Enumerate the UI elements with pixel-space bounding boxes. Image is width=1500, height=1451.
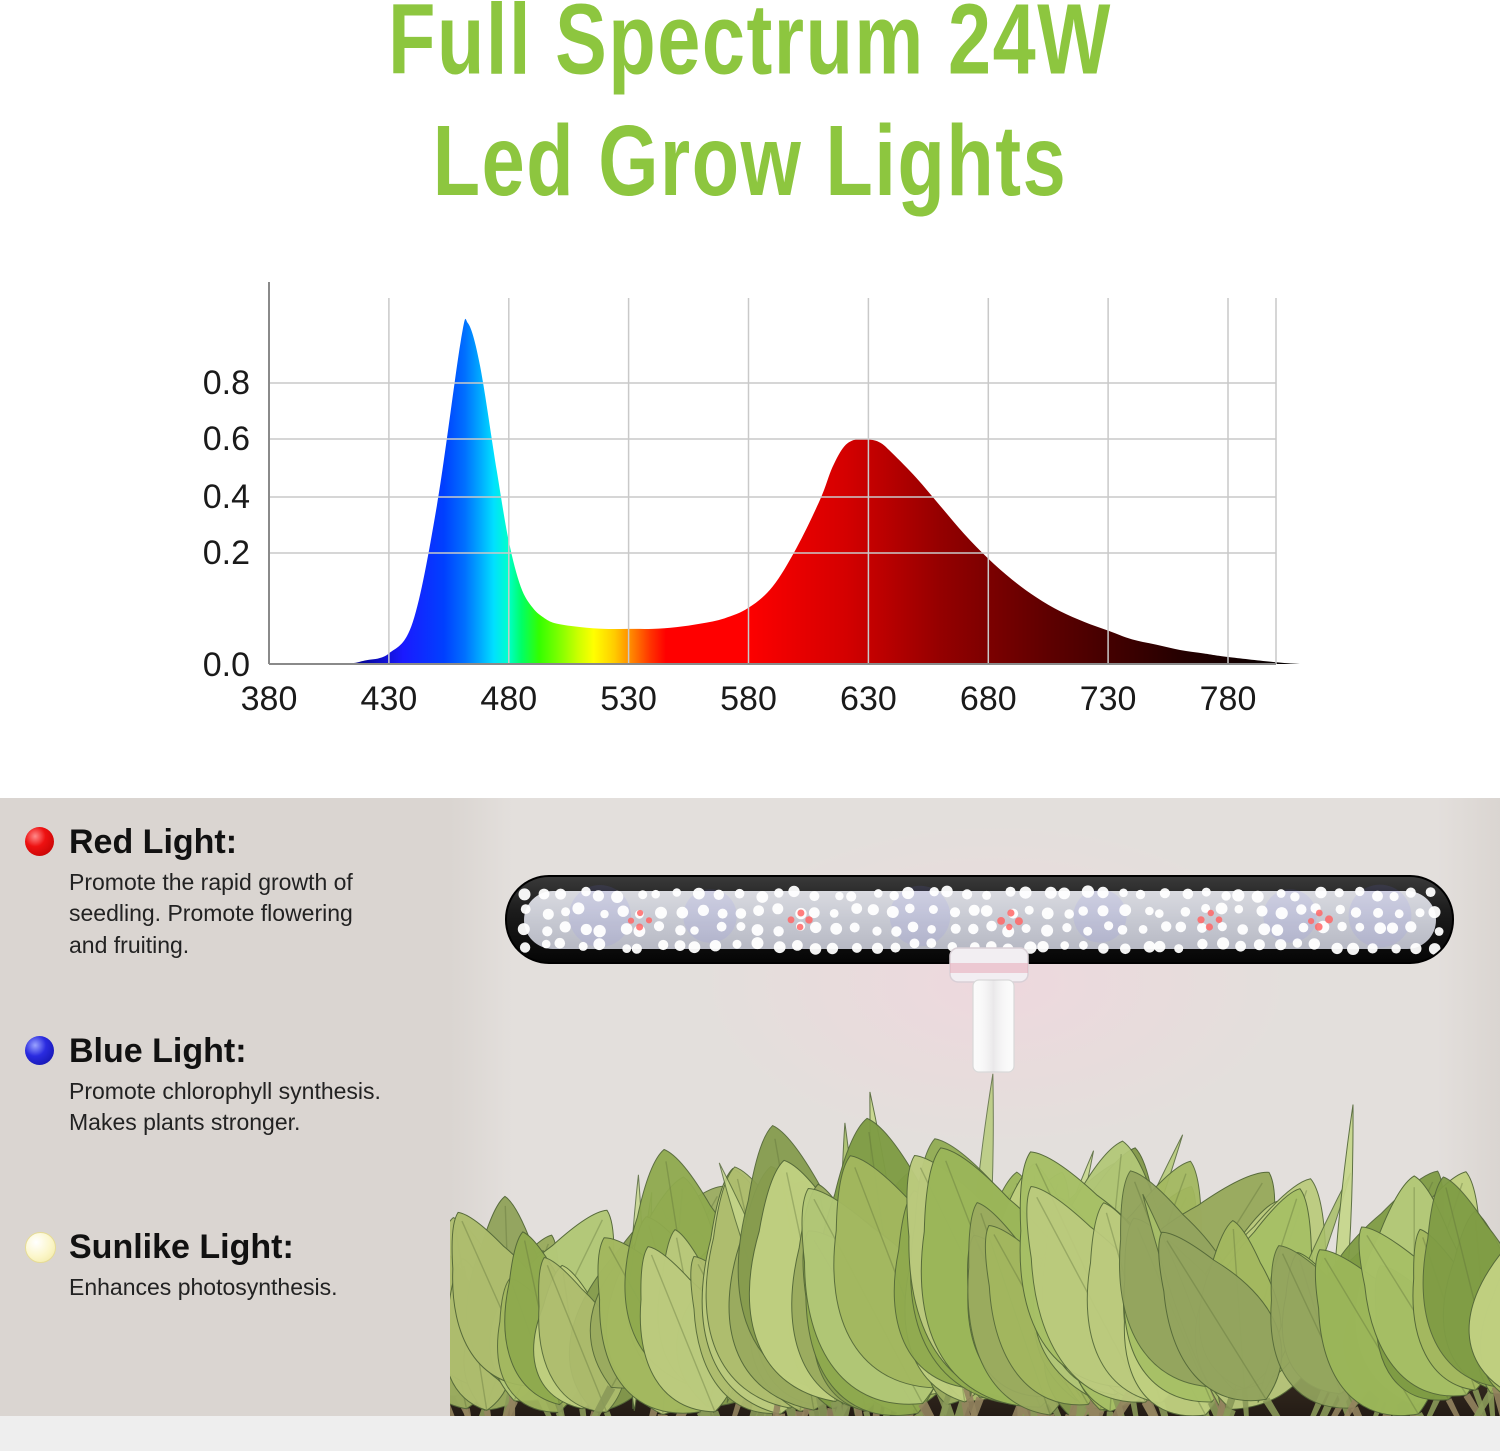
svg-text:0.4: 0.4: [203, 478, 250, 516]
svg-text:0.2: 0.2: [203, 534, 250, 572]
svg-text:730: 730: [1080, 680, 1137, 718]
svg-text:0.8: 0.8: [203, 364, 250, 402]
svg-text:0.6: 0.6: [203, 420, 250, 458]
svg-text:630: 630: [840, 680, 897, 718]
svg-text:530: 530: [600, 680, 657, 718]
svg-text:780: 780: [1200, 680, 1257, 718]
svg-text:580: 580: [720, 680, 777, 718]
svg-text:380: 380: [241, 680, 298, 718]
svg-text:0.0: 0.0: [203, 646, 250, 684]
svg-text:430: 430: [361, 680, 418, 718]
svg-text:480: 480: [480, 680, 537, 718]
svg-text:680: 680: [960, 680, 1017, 718]
